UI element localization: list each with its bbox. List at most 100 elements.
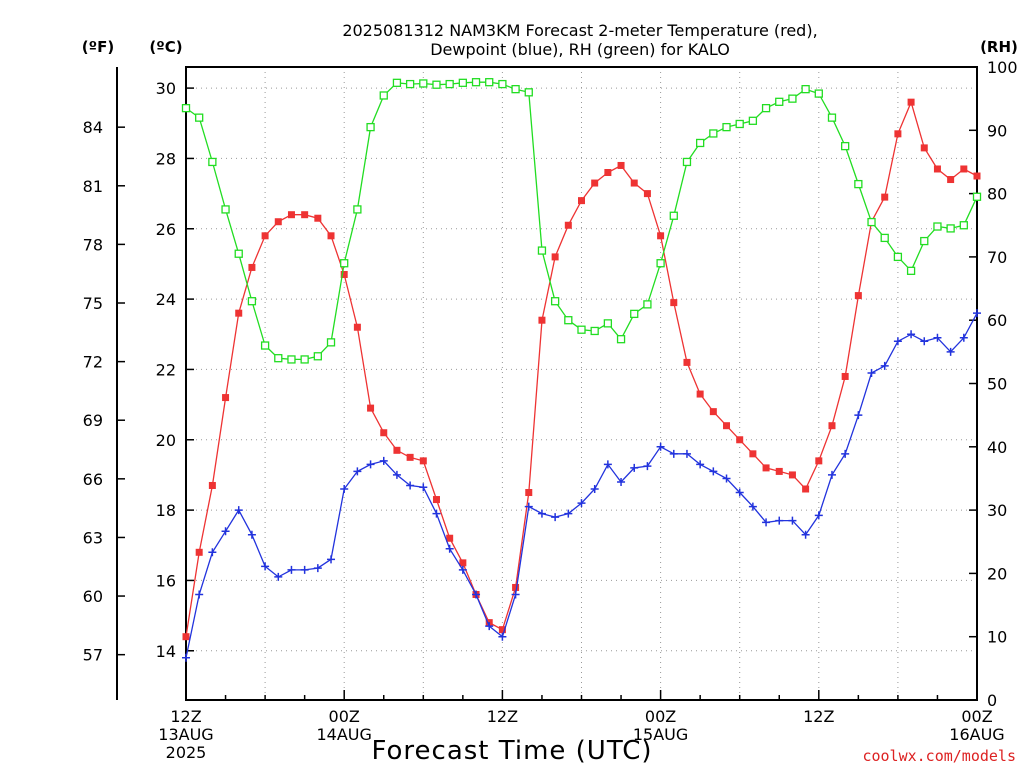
dewpoint-point: [551, 513, 560, 522]
dewpoint-point: [841, 449, 850, 458]
rh-point: [379, 91, 388, 100]
rh-point: [814, 89, 823, 98]
dewpoint-point: [432, 509, 441, 518]
dewpoint-point: [630, 463, 639, 472]
x-tick-label: 15AUG: [633, 725, 688, 744]
dewpoint-point: [893, 337, 902, 346]
rh-point: [735, 119, 744, 129]
rh-point: [353, 205, 362, 214]
rh-point: [854, 179, 863, 189]
temperature-point: [854, 292, 862, 300]
x-tick-label: 13AUG: [158, 725, 213, 744]
x-axis-title: Forecast Time (UTC): [371, 736, 652, 766]
rh-point: [537, 246, 547, 255]
dewpoint-point: [340, 485, 349, 493]
dewpoint-point: [234, 506, 243, 515]
dewpoint-point: [643, 462, 652, 471]
temperature-point: [920, 144, 928, 152]
plot-frame: [185, 66, 978, 701]
rh-point: [392, 78, 402, 87]
rh-point: [550, 297, 560, 306]
fahrenheit-tick-label: 81: [83, 177, 103, 196]
fahrenheit-tick-label: 57: [83, 646, 103, 665]
temperature-point: [327, 232, 335, 240]
celsius-tick-label: 26: [156, 220, 176, 239]
dewpoint-point: [445, 544, 454, 553]
dewpoint-point: [406, 481, 415, 490]
dewpoint-point: [208, 548, 217, 557]
dewpoint-point: [577, 499, 586, 508]
rh-point: [511, 85, 520, 94]
temperature-point: [960, 165, 968, 173]
temperature-point: [301, 211, 309, 219]
dewpoint-line: [185, 312, 978, 658]
rh-point: [590, 326, 599, 336]
rh-point: [432, 80, 441, 89]
temperature-point: [551, 253, 559, 261]
dewpoint-point: [524, 502, 533, 511]
rh-point: [471, 78, 481, 87]
celsius-tick-label: 28: [156, 149, 176, 168]
dewpoint-point: [709, 467, 718, 476]
rh-point: [669, 211, 678, 220]
dewpoint-point: [485, 622, 494, 631]
dewpoint-point: [419, 483, 428, 492]
rh-point: [643, 300, 652, 309]
dewpoint-point: [287, 565, 296, 574]
temperature-point: [643, 190, 651, 198]
rh-tick-label: 10: [987, 628, 1007, 647]
fahrenheit-tick-label: 66: [83, 470, 103, 489]
temperature-point: [591, 179, 599, 187]
dewpoint-point: [221, 527, 230, 536]
dewpoint-point: [669, 449, 678, 458]
rh-point: [748, 116, 758, 125]
fahrenheit-tick-label: 69: [83, 411, 103, 430]
rh-point: [419, 79, 428, 88]
temperature-point: [525, 489, 533, 497]
fahrenheit-tick-label: 84: [83, 118, 103, 137]
fahrenheit-tick-label: 78: [83, 235, 103, 254]
rh-point: [920, 236, 929, 246]
temperature-point: [881, 193, 889, 201]
rh-tick-label: 70: [987, 248, 1007, 267]
rh-point: [656, 259, 665, 268]
dewpoint-point: [827, 470, 836, 479]
celsius-tick-label: 22: [156, 360, 176, 379]
temperature-point: [802, 485, 810, 493]
dewpoint-point: [617, 477, 626, 486]
temperature-point: [208, 481, 216, 489]
dewpoint-point: [722, 474, 731, 483]
temperature-point: [617, 161, 625, 169]
temperature-point: [353, 323, 361, 331]
rh-point: [524, 88, 533, 97]
temperature-point: [604, 169, 612, 176]
temperature-point: [683, 358, 691, 366]
temperature-point: [195, 548, 203, 556]
dewpoint-point: [907, 330, 916, 339]
rh-point: [564, 316, 573, 325]
temperature-point: [314, 214, 322, 222]
rh-point: [326, 338, 336, 347]
temperature-point: [907, 98, 915, 106]
temperature-point: [538, 316, 546, 324]
temperature-point: [894, 130, 902, 138]
rh-tick-label: 100: [987, 58, 1018, 77]
rh-point: [827, 113, 837, 122]
x-tick-label: 12Z: [487, 707, 518, 726]
rh-tick-label: 30: [987, 501, 1007, 520]
rh-point: [761, 103, 771, 113]
dewpoint-point: [392, 470, 401, 479]
rh-point: [696, 138, 705, 148]
x-tick-label: 00Z: [329, 707, 360, 726]
dewpoint-point: [959, 333, 968, 342]
dewpoint-point: [313, 564, 322, 573]
temperature-point: [828, 422, 836, 430]
dewpoint-point: [261, 562, 270, 571]
rh-tick-label: 60: [987, 311, 1007, 330]
rh-point: [801, 85, 810, 94]
rh-point: [274, 354, 283, 363]
celsius-tick-label: 14: [156, 642, 176, 661]
dewpoint-point: [735, 488, 744, 497]
rh-point: [300, 355, 309, 364]
temperature-point: [512, 583, 520, 591]
